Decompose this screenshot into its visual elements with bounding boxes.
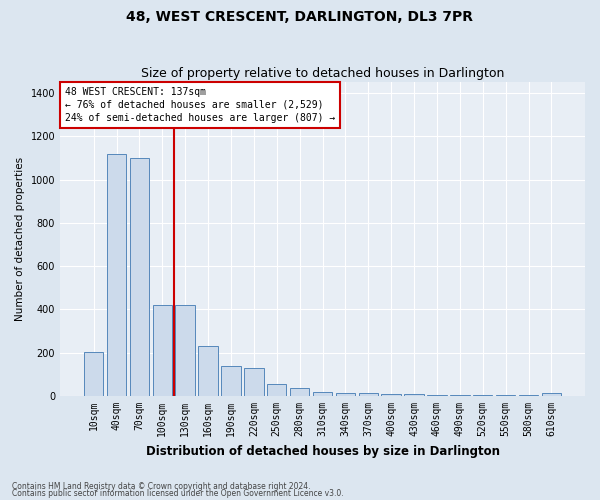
Bar [359, 394, 378, 396]
Bar [335, 393, 355, 396]
Text: 48, WEST CRESCENT, DARLINGTON, DL3 7PR: 48, WEST CRESCENT, DARLINGTON, DL3 7PR [127, 10, 473, 24]
Title: Size of property relative to detached houses in Darlington: Size of property relative to detached ho… [141, 66, 504, 80]
Bar [267, 384, 286, 396]
Text: Contains public sector information licensed under the Open Government Licence v3: Contains public sector information licen… [12, 489, 344, 498]
Bar [175, 305, 195, 396]
Bar [382, 394, 401, 396]
Bar [450, 395, 470, 396]
Bar [84, 352, 103, 396]
Bar [244, 368, 263, 396]
Bar [199, 346, 218, 396]
Bar [130, 158, 149, 396]
Bar [519, 395, 538, 396]
Bar [542, 394, 561, 396]
Bar [152, 305, 172, 396]
X-axis label: Distribution of detached houses by size in Darlington: Distribution of detached houses by size … [146, 444, 500, 458]
Bar [107, 154, 126, 396]
Bar [473, 395, 493, 396]
Bar [290, 388, 310, 396]
Text: 48 WEST CRESCENT: 137sqm
← 76% of detached houses are smaller (2,529)
24% of sem: 48 WEST CRESCENT: 137sqm ← 76% of detach… [65, 87, 335, 123]
Bar [404, 394, 424, 396]
Bar [496, 395, 515, 396]
Bar [427, 395, 446, 396]
Text: Contains HM Land Registry data © Crown copyright and database right 2024.: Contains HM Land Registry data © Crown c… [12, 482, 311, 491]
Y-axis label: Number of detached properties: Number of detached properties [15, 157, 25, 321]
Bar [221, 366, 241, 396]
Bar [313, 392, 332, 396]
